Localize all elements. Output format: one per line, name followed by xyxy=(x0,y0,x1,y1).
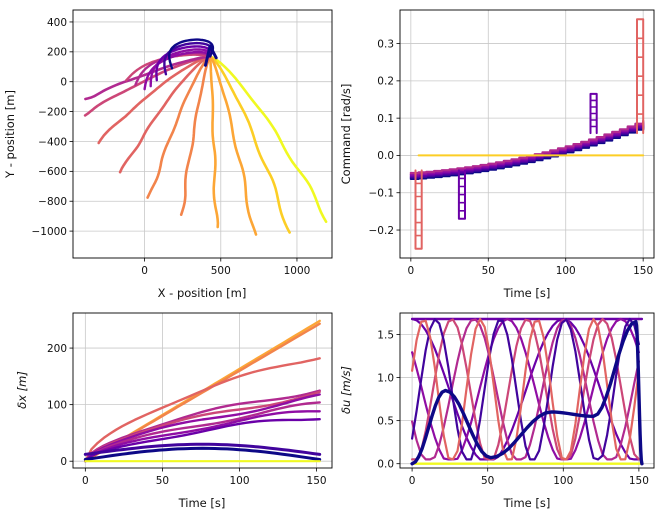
trajectory-line xyxy=(179,55,212,216)
delta-x-frame xyxy=(72,312,333,469)
trajectory-ylabel: Y - position [m] xyxy=(3,90,17,179)
trajectory-loop-line xyxy=(143,50,212,91)
delta-u-frame xyxy=(399,312,655,469)
trajectory-line xyxy=(208,55,291,234)
delta-u-line xyxy=(411,318,640,461)
y-tick-label: −1000 xyxy=(31,226,67,238)
y-tick-label: 0.0 xyxy=(377,458,394,470)
y-tick-label: 100 xyxy=(47,399,67,411)
trajectory-line xyxy=(146,55,212,199)
command-panel: 0 50 100 150 −0.2 −0.1 0.0 0.1 0.2 0.3 Time [s] C… xyxy=(339,9,655,300)
y-tick-label: 1.5 xyxy=(377,329,394,341)
x-tick-label: 150 xyxy=(629,475,649,487)
x-tick-label: 50 xyxy=(481,475,494,487)
trajectory-line xyxy=(84,55,212,101)
delta-u-line xyxy=(410,319,644,466)
x-tick-label: 50 xyxy=(156,475,169,487)
delta-u-xlabel: Time [s] xyxy=(503,496,551,510)
y-tick-label: −400 xyxy=(38,136,67,148)
command-line xyxy=(409,121,645,176)
y-tick-label: 0 xyxy=(60,456,67,468)
trajectory-loop-line xyxy=(204,44,218,67)
trajectory-frame xyxy=(72,9,333,259)
delta-u-ylabel: δu [m/s] xyxy=(339,366,353,414)
trajectory-loop-line xyxy=(168,38,215,70)
trajectory-line xyxy=(208,55,258,236)
y-tick-label: 0 xyxy=(60,77,67,89)
y-tick-label: 200 xyxy=(47,47,67,59)
x-tick-label: 1000 xyxy=(284,265,311,277)
x-tick-label: 100 xyxy=(553,475,573,487)
x-tick-label: 100 xyxy=(229,475,249,487)
trajectory-panel: 0 500 1000 −1000 −800 −600 −400 −200 0 200 400 X -… xyxy=(3,9,333,300)
x-tick-label: 100 xyxy=(556,265,576,277)
x-tick-label: 0 xyxy=(141,265,148,277)
y-tick-label: −800 xyxy=(38,196,67,208)
y-tick-label: −0.1 xyxy=(369,188,395,200)
y-tick-label: −0.2 xyxy=(369,225,395,237)
x-tick-label: 0 xyxy=(409,475,416,487)
command-frame xyxy=(399,9,655,259)
x-tick-label: 50 xyxy=(482,265,495,277)
delta-x-line xyxy=(84,401,321,463)
delta-x-line xyxy=(84,410,321,463)
trajectory-line xyxy=(83,55,212,117)
command-line xyxy=(409,122,645,178)
command-line xyxy=(409,119,645,175)
y-tick-label: 0.2 xyxy=(377,76,394,88)
trajectory-line xyxy=(97,55,212,145)
x-tick-label: 0 xyxy=(407,265,414,277)
delta-x-line xyxy=(84,418,321,463)
x-tick-label: 500 xyxy=(211,265,231,277)
trajectory-xlabel: X - position [m] xyxy=(158,286,247,300)
delta-u-line xyxy=(411,317,640,461)
delta-x-xlabel: Time [s] xyxy=(178,496,226,510)
delta-u-line xyxy=(411,318,640,461)
delta-u-line xyxy=(411,317,640,461)
delta-u-panel: 0 50 100 150 0.0 0.5 1.0 1.5 Time [s] δu [m/s] xyxy=(339,312,655,510)
y-tick-label: 1.0 xyxy=(377,372,394,384)
y-tick-label: 400 xyxy=(47,17,67,29)
delta-x-line xyxy=(83,442,322,456)
trajectory-line xyxy=(208,55,328,224)
y-tick-label: 0.1 xyxy=(377,113,394,125)
trajectory-line xyxy=(208,55,220,229)
trajectory-line xyxy=(118,55,212,174)
y-tick-label: −600 xyxy=(38,166,67,178)
command-ylabel: Command [rad/s] xyxy=(339,84,353,185)
delta-x-line xyxy=(84,393,321,463)
command-xlabel: Time [s] xyxy=(503,286,551,300)
x-tick-label: 150 xyxy=(633,265,653,277)
y-tick-label: 0.3 xyxy=(377,38,394,50)
delta-x-panel: 0 50 100 150 0 100 200 Time [s] δx [m] xyxy=(15,312,333,510)
y-tick-label: 0.0 xyxy=(377,150,394,162)
delta-x-line xyxy=(84,357,321,463)
delta-x-ylabel: δx [m] xyxy=(15,371,29,409)
delta-x-line xyxy=(84,389,321,463)
x-tick-label: 0 xyxy=(82,475,89,487)
y-tick-label: 0.5 xyxy=(377,415,394,427)
y-tick-label: −200 xyxy=(38,106,67,118)
delta-x-line xyxy=(83,446,322,461)
y-tick-label: 200 xyxy=(47,343,67,355)
x-tick-label: 150 xyxy=(307,475,327,487)
